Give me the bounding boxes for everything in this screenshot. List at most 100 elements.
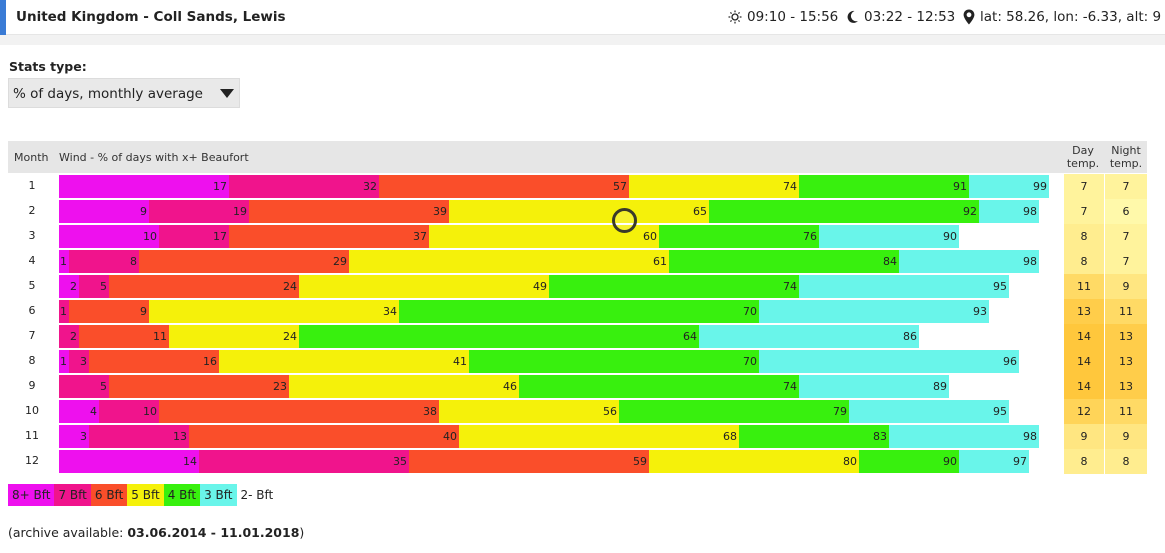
wind-bar-segment: 38 xyxy=(159,400,439,423)
night-temp-cell: 6 xyxy=(1105,199,1147,224)
spot-title: United Kingdom - Coll Sands, Lewis xyxy=(16,9,286,25)
wind-bar-value-label: 5 xyxy=(100,280,107,293)
legend-item: 5 Bft xyxy=(127,484,164,506)
wind-bar-value-label: 9 xyxy=(140,305,147,318)
wind-bar-value-label: 95 xyxy=(993,280,1007,293)
stats-type-value: % of days, monthly average xyxy=(13,86,203,102)
table-row: 3 10 17 37 60 76 90 8 7 xyxy=(8,224,1147,249)
day-temp-cell: 7 xyxy=(1064,199,1104,224)
wind-bar-value-label: 1 xyxy=(60,355,67,368)
night-temp-cell: 13 xyxy=(1105,324,1147,349)
wind-bar-value-label: 1 xyxy=(60,255,67,268)
wind-bar-segment: 5 xyxy=(79,275,109,298)
wind-bar-segment: 86 xyxy=(699,325,919,348)
wind-bar-value-label: 89 xyxy=(933,380,947,393)
wind-bar-value-label: 95 xyxy=(993,405,1007,418)
wind-bar-value-label: 17 xyxy=(213,180,227,193)
wind-bar-segment: 65 xyxy=(449,200,709,223)
legend-item: 2- Bft xyxy=(236,484,278,506)
wind-bar-value-label: 2 xyxy=(70,280,77,293)
table-row: 4 1 8 29 61 84 98 8 7 xyxy=(8,249,1147,274)
month-cell: 4 xyxy=(8,249,56,273)
wind-bar-value-label: 79 xyxy=(833,405,847,418)
table-row: 5 2 5 24 49 74 95 11 9 xyxy=(8,274,1147,299)
wind-bar-segment: 3 xyxy=(59,425,89,448)
month-cell: 10 xyxy=(8,399,56,423)
month-column-header: Month xyxy=(14,151,49,164)
wind-bar-value-label: 90 xyxy=(943,455,957,468)
month-cell: 9 xyxy=(8,374,56,398)
wind-bar-value-label: 56 xyxy=(603,405,617,418)
wind-bar-value-label: 86 xyxy=(903,330,917,343)
wind-bar-value-label: 19 xyxy=(233,205,247,218)
sun-icon xyxy=(728,10,742,24)
wind-bar-value-label: 14 xyxy=(183,455,197,468)
day-temp-cell: 8 xyxy=(1064,449,1104,474)
beaufort-legend: 8+ Bft 7 Bft 6 Bft 5 Bft 4 Bft 3 Bft 2- Bft xyxy=(8,484,278,506)
wind-bar-segment: 17 xyxy=(59,175,229,198)
wind-bar-value-label: 74 xyxy=(783,380,797,393)
wind-bar-segment: 2 xyxy=(59,325,79,348)
wind-bar-segment: 70 xyxy=(469,350,759,373)
wind-bar-segment: 84 xyxy=(669,250,899,273)
wind-bar-value-label: 74 xyxy=(783,280,797,293)
wind-bar-segment: 23 xyxy=(109,375,289,398)
wind-bar-value-label: 57 xyxy=(613,180,627,193)
wind-bar-segment: 98 xyxy=(979,200,1039,223)
wind-bar-segment: 2 xyxy=(59,275,79,298)
wind-bar-value-label: 29 xyxy=(333,255,347,268)
month-cell: 12 xyxy=(8,449,56,473)
wind-bar-value-label: 90 xyxy=(943,230,957,243)
wind-bar-value-label: 59 xyxy=(633,455,647,468)
stats-type-select[interactable]: % of days, monthly average xyxy=(8,78,240,108)
month-cell: 2 xyxy=(8,199,56,223)
wind-bar-value-label: 10 xyxy=(143,230,157,243)
map-pin-icon xyxy=(963,9,975,25)
month-cell: 11 xyxy=(8,424,56,448)
wind-bar-value-label: 60 xyxy=(643,230,657,243)
wind-bar-segment: 1 xyxy=(59,350,69,373)
wind-bar-value-label: 34 xyxy=(383,305,397,318)
month-cell: 3 xyxy=(8,224,56,248)
archive-prefix: (archive available: xyxy=(8,525,128,540)
wind-bar-value-label: 39 xyxy=(433,205,447,218)
night-temp-cell: 11 xyxy=(1105,299,1147,324)
wind-bar-segment: 9 xyxy=(69,300,149,323)
wind-bar-segment: 3 xyxy=(69,350,89,373)
wind-bar-segment: 1 xyxy=(59,300,69,323)
wind-bar-value-label: 3 xyxy=(80,430,87,443)
night-temp-header-line1: Night xyxy=(1111,144,1141,157)
month-cell: 6 xyxy=(8,299,56,323)
month-cell: 5 xyxy=(8,274,56,298)
wind-bar-value-label: 23 xyxy=(273,380,287,393)
night-temp-header-line2: temp. xyxy=(1109,157,1143,170)
day-temp-cell: 13 xyxy=(1064,299,1104,324)
wind-bar-value-label: 2 xyxy=(70,330,77,343)
wind-bar-value-label: 80 xyxy=(843,455,857,468)
wind-bar-segment: 83 xyxy=(739,425,889,448)
wind-bar-value-label: 92 xyxy=(963,205,977,218)
loading-spinner-icon xyxy=(612,208,637,233)
night-temp-cell: 9 xyxy=(1105,274,1147,299)
table-row: 8 1 3 16 41 70 96 14 13 xyxy=(8,349,1147,374)
wind-bar-segment: 32 xyxy=(229,175,379,198)
wind-bar-segment: 68 xyxy=(459,425,739,448)
wind-bar-segment: 80 xyxy=(649,450,859,473)
wind-bar-value-label: 84 xyxy=(883,255,897,268)
legend-item: 3 Bft xyxy=(200,484,237,506)
wind-bar-value-label: 96 xyxy=(1003,355,1017,368)
archive-availability: (archive available: 03.06.2014 - 11.01.2… xyxy=(8,525,304,540)
day-temp-header-line1: Day xyxy=(1072,144,1094,157)
wind-bar-value-label: 3 xyxy=(80,355,87,368)
night-temp-cell: 9 xyxy=(1105,424,1147,449)
night-temp-cell: 11 xyxy=(1105,399,1147,424)
day-temp-cell: 8 xyxy=(1064,224,1104,249)
wind-bar-segment: 92 xyxy=(709,200,979,223)
wind-bar-value-label: 93 xyxy=(973,305,987,318)
wind-bar-segment: 46 xyxy=(289,375,519,398)
table-row: 6 1 9 34 70 93 13 11 xyxy=(8,299,1147,324)
wind-bar-segment: 74 xyxy=(519,375,799,398)
table-row: 1 17 32 57 74 91 99 7 7 xyxy=(8,174,1147,199)
day-temp-column-header: Day temp. xyxy=(1063,144,1103,170)
wind-bar-segment: 98 xyxy=(889,425,1039,448)
